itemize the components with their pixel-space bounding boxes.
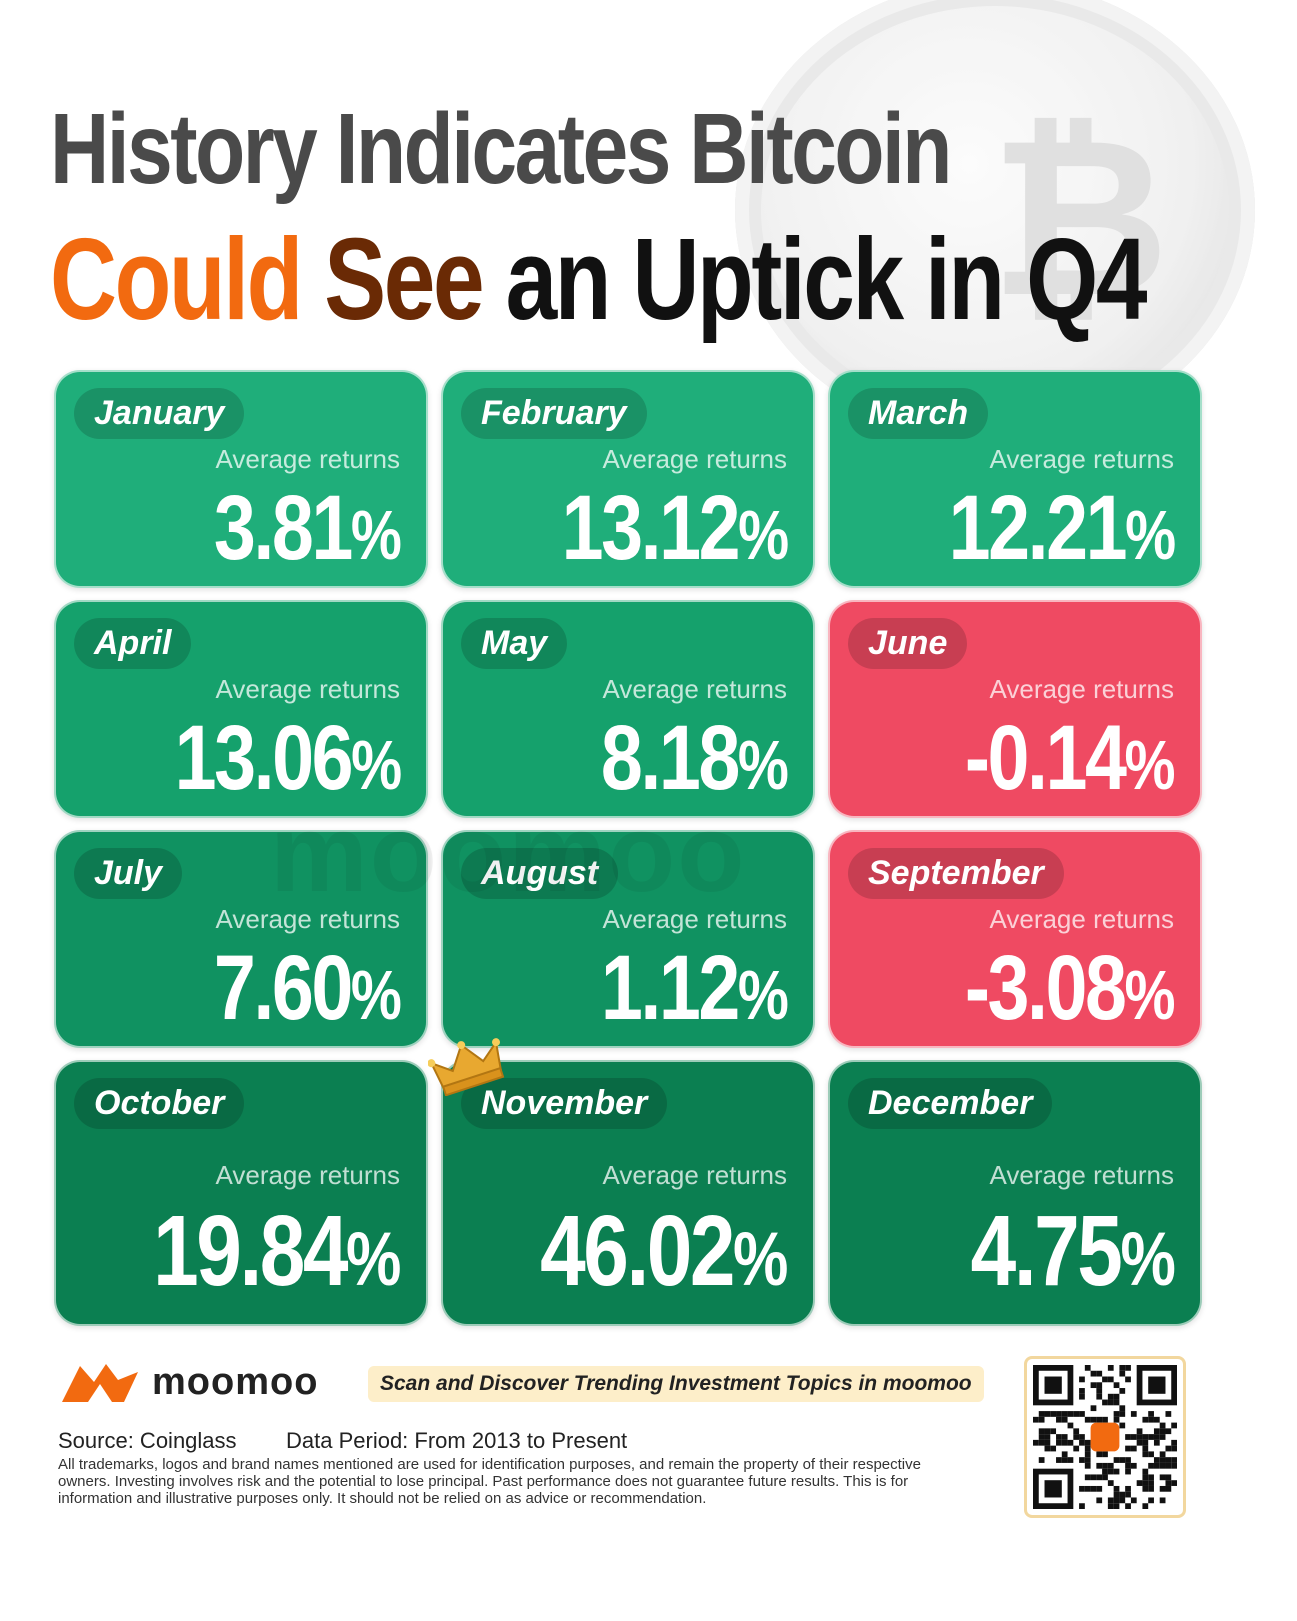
return-value: 1.12% xyxy=(600,936,789,1041)
percent-sign: % xyxy=(737,956,789,1034)
average-returns-label: Average returns xyxy=(989,444,1174,474)
month-card-april: April Average returns 13.06% xyxy=(54,600,428,818)
month-card-july: July Average returns 7.60% xyxy=(54,830,428,1048)
month-card-november: November Average returns 46.02% xyxy=(441,1060,815,1326)
percent-sign: % xyxy=(350,956,402,1034)
return-value: 4.75% xyxy=(970,1194,1175,1309)
average-returns-label: Average returns xyxy=(989,1160,1174,1190)
average-returns-label: Average returns xyxy=(215,904,400,934)
return-value: -3.08% xyxy=(964,936,1176,1041)
title-uptick: an Uptick in Q4 xyxy=(505,214,1148,344)
month-label: February xyxy=(461,388,647,439)
return-number: 13.06 xyxy=(174,707,353,809)
month-label: May xyxy=(461,618,568,669)
month-card-december: December Average returns 4.75% xyxy=(828,1060,1202,1326)
title-word-could: Could xyxy=(50,214,303,344)
month-label: June xyxy=(848,618,968,669)
return-number: 7.60 xyxy=(213,937,353,1039)
average-returns-label: Average returns xyxy=(215,1160,400,1190)
month-label: January xyxy=(74,388,245,439)
average-returns-label: Average returns xyxy=(989,904,1174,934)
moomoo-watermark: moomoo xyxy=(270,792,747,915)
month-label: October xyxy=(74,1078,245,1129)
monthly-returns-grid: January Average returns 3.81% February Avera… xyxy=(54,370,1202,1326)
return-number: 8.18 xyxy=(600,707,740,809)
bitcoin-icon: ₿ xyxy=(990,90,1170,346)
average-returns-label: Average returns xyxy=(989,674,1174,704)
month-card-february: February Average returns 13.12% xyxy=(441,370,815,588)
qr-code-pattern xyxy=(1033,1365,1177,1509)
return-value: 3.81% xyxy=(213,476,402,581)
return-number: -0.14 xyxy=(964,707,1127,809)
average-returns-label: Average returns xyxy=(215,674,400,704)
month-card-june: June Average returns -0.14% xyxy=(828,600,1202,818)
month-card-october: October Average returns 19.84% xyxy=(54,1060,428,1326)
moomoo-logo: moomoo xyxy=(58,1358,318,1406)
return-value: -0.14% xyxy=(964,706,1176,811)
month-label: November xyxy=(461,1078,668,1129)
return-value: 19.84% xyxy=(153,1194,401,1309)
return-number: 4.75 xyxy=(970,1195,1122,1307)
title-word-see: See xyxy=(324,214,484,344)
crown-icon xyxy=(428,1038,505,1096)
percent-sign: % xyxy=(1124,496,1176,574)
source-text: Source: Coinglass xyxy=(58,1428,237,1453)
month-card-september: September Average returns -3.08% xyxy=(828,830,1202,1048)
month-label: December xyxy=(848,1078,1053,1129)
percent-sign: % xyxy=(350,496,402,574)
return-number: 19.84 xyxy=(153,1195,348,1307)
return-number: 1.12 xyxy=(600,937,740,1039)
percent-sign: % xyxy=(1124,956,1176,1034)
page-title-line-2: Could See an Uptick in Q4 xyxy=(50,212,1148,346)
average-returns-label: Average returns xyxy=(602,674,787,704)
month-label: August xyxy=(461,848,619,899)
month-card-may: May Average returns 8.18% xyxy=(441,600,815,818)
percent-sign: % xyxy=(1124,726,1176,804)
page-title-line-1: History Indicates Bitcoin xyxy=(50,93,952,205)
month-label: July xyxy=(74,848,183,899)
month-label: April xyxy=(74,618,192,669)
return-value: 7.60% xyxy=(213,936,402,1041)
return-number: 46.02 xyxy=(540,1195,735,1307)
month-label: September xyxy=(848,848,1064,899)
brand-name: moomoo xyxy=(152,1360,319,1403)
return-number: 12.21 xyxy=(948,477,1127,579)
qr-code[interactable] xyxy=(1024,1356,1186,1518)
moomoo-bull-icon xyxy=(62,1364,138,1402)
average-returns-label: Average returns xyxy=(602,904,787,934)
month-card-march: March Average returns 12.21% xyxy=(828,370,1202,588)
return-value: 13.06% xyxy=(174,706,402,811)
percent-sign: % xyxy=(733,1217,788,1302)
percent-sign: % xyxy=(737,496,789,574)
month-card-august: August Average returns 1.12% xyxy=(441,830,815,1048)
average-returns-label: Average returns xyxy=(602,1160,787,1190)
return-number: -3.08 xyxy=(964,937,1127,1039)
return-number: 13.12 xyxy=(561,477,740,579)
percent-sign: % xyxy=(350,726,402,804)
disclaimer-text: All trademarks, logos and brand names me… xyxy=(58,1456,921,1507)
month-label: March xyxy=(848,388,989,439)
percent-sign: % xyxy=(737,726,789,804)
return-value: 46.02% xyxy=(540,1194,788,1309)
bitcoin-coin-decoration xyxy=(735,0,1255,440)
return-value: 12.21% xyxy=(948,476,1176,581)
percent-sign: % xyxy=(346,1217,401,1302)
return-number: 3.81 xyxy=(213,477,353,579)
average-returns-label: Average returns xyxy=(602,444,787,474)
return-value: 8.18% xyxy=(600,706,789,811)
data-period-text: Data Period: From 2013 to Present xyxy=(286,1428,628,1453)
month-card-january: January Average returns 3.81% xyxy=(54,370,428,588)
return-value: 13.12% xyxy=(561,476,789,581)
tagline-banner: Scan and Discover Trending Investment To… xyxy=(368,1366,984,1402)
average-returns-label: Average returns xyxy=(215,444,400,474)
percent-sign: % xyxy=(1120,1217,1175,1302)
